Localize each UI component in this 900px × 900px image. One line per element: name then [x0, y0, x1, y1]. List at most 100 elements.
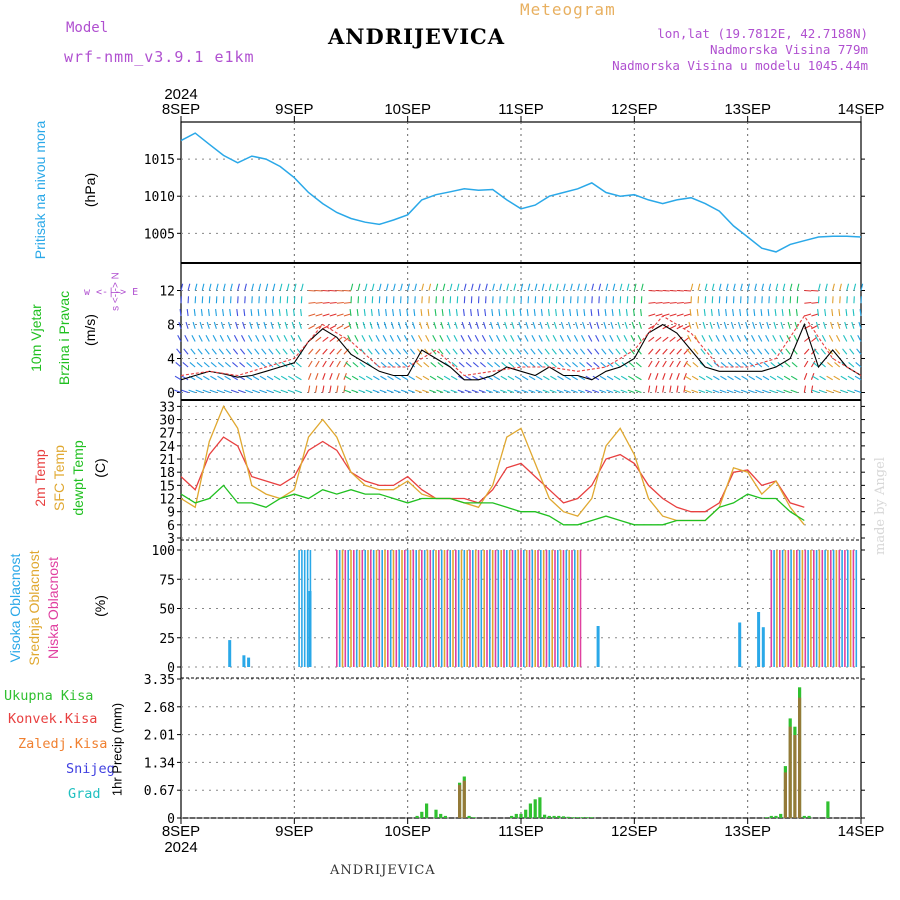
wind-barb: [348, 321, 352, 329]
wind-barb: [241, 335, 246, 342]
wind-barb: [739, 309, 742, 317]
wind-barb: [629, 348, 635, 355]
cloud-bar: [761, 627, 765, 667]
wind-barb: [582, 321, 586, 329]
wind-barb: [315, 325, 323, 330]
wind-barb: [232, 348, 239, 355]
wind-barb: [623, 335, 628, 342]
wind-barb: [180, 283, 184, 291]
wind-barb: [416, 361, 423, 368]
wind-barb: [407, 283, 410, 291]
wind-barb: [838, 309, 841, 317]
wind-barb: [718, 283, 722, 291]
wind-barb: [771, 348, 777, 355]
wind-barb: [386, 389, 394, 394]
wind-barb: [622, 348, 628, 355]
wind-barb: [268, 348, 274, 355]
precip-bar-total: [547, 815, 551, 818]
wind-barb: [477, 283, 481, 291]
wind-barb: [636, 348, 642, 355]
wind-barb: [370, 309, 373, 317]
wind-barb: [810, 385, 814, 393]
wind-barb: [249, 321, 253, 329]
wind-barb: [211, 348, 217, 355]
wind-barb: [781, 309, 784, 317]
wind-barb: [613, 389, 621, 394]
wind-barb: [478, 389, 486, 394]
precip-bar-total: [528, 803, 532, 818]
wind-barb: [470, 309, 472, 317]
wind-barb: [263, 321, 267, 329]
wind-barb: [662, 336, 669, 342]
wind-barb: [405, 321, 409, 329]
precip-bar-total: [774, 815, 778, 818]
wind-barb: [776, 389, 784, 394]
wind-barb: [400, 389, 408, 394]
wind-barb: [686, 348, 692, 355]
wind-barb: [434, 309, 437, 317]
wind-barb: [565, 348, 572, 355]
wind-barb: [706, 361, 713, 368]
x-tick-label-top: 13SEP: [724, 101, 771, 118]
wind-barb: [776, 375, 784, 381]
wind-barb: [198, 335, 203, 342]
wind-barb: [329, 289, 337, 292]
wind-barb: [284, 321, 288, 329]
wind-barb: [703, 309, 706, 317]
wind-barb: [562, 309, 565, 317]
precip-bar-total: [467, 815, 471, 818]
wind-barb: [855, 361, 862, 368]
wind-barb: [387, 375, 394, 381]
wind-barb: [648, 348, 654, 355]
wind-barb: [830, 321, 834, 329]
model-altitude-label: Nadmorska Visina u modelu 1045.44m: [612, 58, 868, 73]
wind-barb: [238, 389, 245, 394]
wind-barb: [578, 389, 585, 394]
wind-barb: [276, 335, 281, 342]
wind-barb: [546, 321, 550, 329]
wind-barb: [288, 375, 295, 381]
station-title: ANDRIJEVICA: [328, 24, 506, 49]
wind-barb: [683, 385, 686, 393]
wind-barb: [602, 335, 607, 342]
wind-barb: [757, 348, 763, 355]
wind-barb: [794, 321, 798, 329]
wind-barb: [528, 389, 536, 394]
wind-barb: [439, 335, 444, 342]
wind-barb: [336, 360, 341, 368]
temp-dewpt-temp-line: [180, 484, 805, 526]
wind-barb: [230, 389, 238, 394]
wind-barb: [509, 348, 515, 355]
wind-barb: [353, 348, 359, 355]
wind-barb: [577, 283, 580, 291]
wind-barb: [693, 348, 699, 355]
wind-barb: [425, 335, 430, 342]
wind-barb: [676, 360, 681, 368]
wind-barb: [420, 309, 423, 317]
wind-barb: [457, 389, 465, 394]
model-name: wrf-nmm_v3.9.1 e1km: [64, 48, 255, 66]
wind-barb: [676, 301, 684, 304]
wind-speed-line: [180, 322, 862, 381]
wind-barb: [217, 361, 224, 368]
wind-barb: [376, 321, 380, 329]
wind-barb: [547, 309, 550, 317]
wind-barb: [526, 309, 529, 317]
wind-barb: [615, 348, 621, 355]
wind-barb: [669, 373, 673, 380]
wind-barb: [224, 375, 231, 381]
wind-barb: [281, 361, 288, 368]
precip-bar-total: [514, 813, 518, 818]
wind-barb: [723, 321, 727, 329]
wind-barb: [464, 389, 472, 394]
wind-barb: [307, 385, 311, 393]
wind-barb: [710, 309, 713, 317]
wind-barb: [226, 335, 232, 342]
precip-bar-total: [576, 817, 580, 818]
wind-barb: [595, 335, 600, 342]
wind-barb: [277, 321, 281, 329]
wind-barb: [239, 348, 246, 355]
wind-barb: [378, 283, 382, 291]
wind-barb: [614, 361, 621, 368]
wind-barb: [605, 283, 609, 291]
